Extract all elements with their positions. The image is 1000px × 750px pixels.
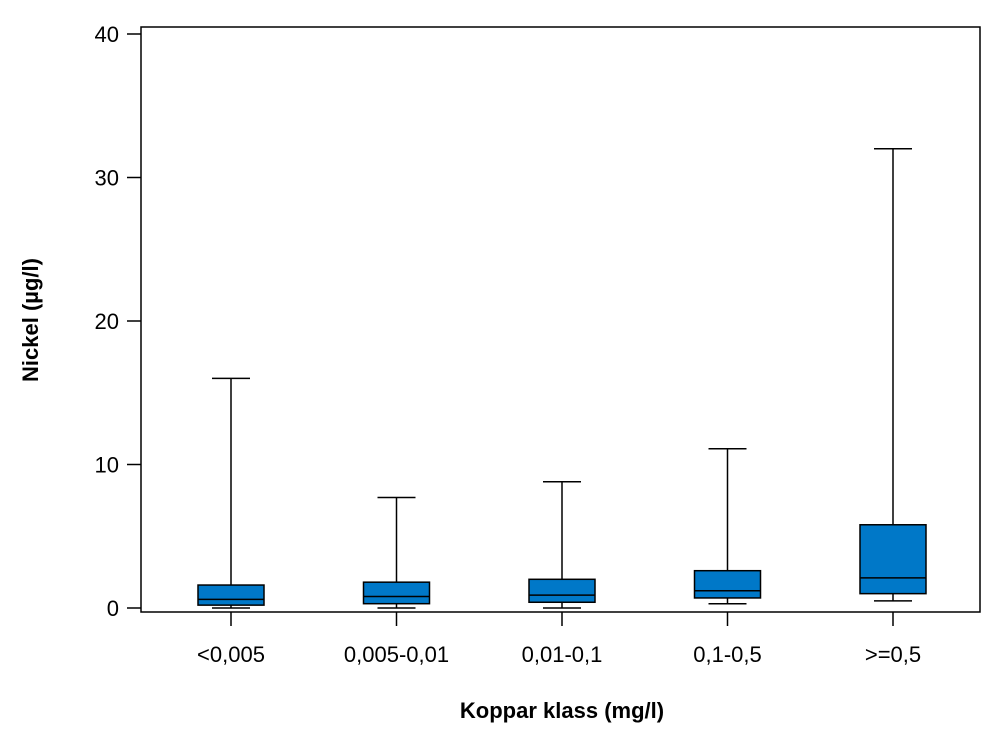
box-1 [197,377,265,609]
box-series [197,148,927,609]
y-tick-label: 30 [95,166,119,191]
box-iqr [859,524,927,595]
x-tick-label: 0,005-0,01 [344,642,449,667]
y-tick-label: 20 [95,309,119,334]
y-tick-label: 0 [107,596,119,621]
box-iqr [197,584,265,606]
box-2 [362,496,431,609]
x-tick-label: 0,01-0,1 [522,642,603,667]
y-tick-label: 40 [95,22,119,47]
box-3 [528,480,596,609]
y-tick-label: 10 [95,453,119,478]
box-5 [859,148,927,602]
y-axis-title: Nickel (µg/l) [18,258,43,382]
x-tick-label: 0,1-0,5 [693,642,762,667]
plot-area-frame [140,26,981,613]
x-axis: <0,005 0,005-0,01 0,01-0,1 0,1-0,5 >=0,5 [197,612,921,667]
y-axis: 0 10 20 30 40 [95,22,141,621]
x-tick-label: >=0,5 [865,642,921,667]
box-4 [693,447,762,605]
x-tick-label: <0,005 [197,642,265,667]
box-iqr [693,569,762,599]
box-iqr [362,581,431,605]
x-axis-title: Koppar klass (mg/l) [460,698,664,723]
box-iqr [528,578,596,604]
